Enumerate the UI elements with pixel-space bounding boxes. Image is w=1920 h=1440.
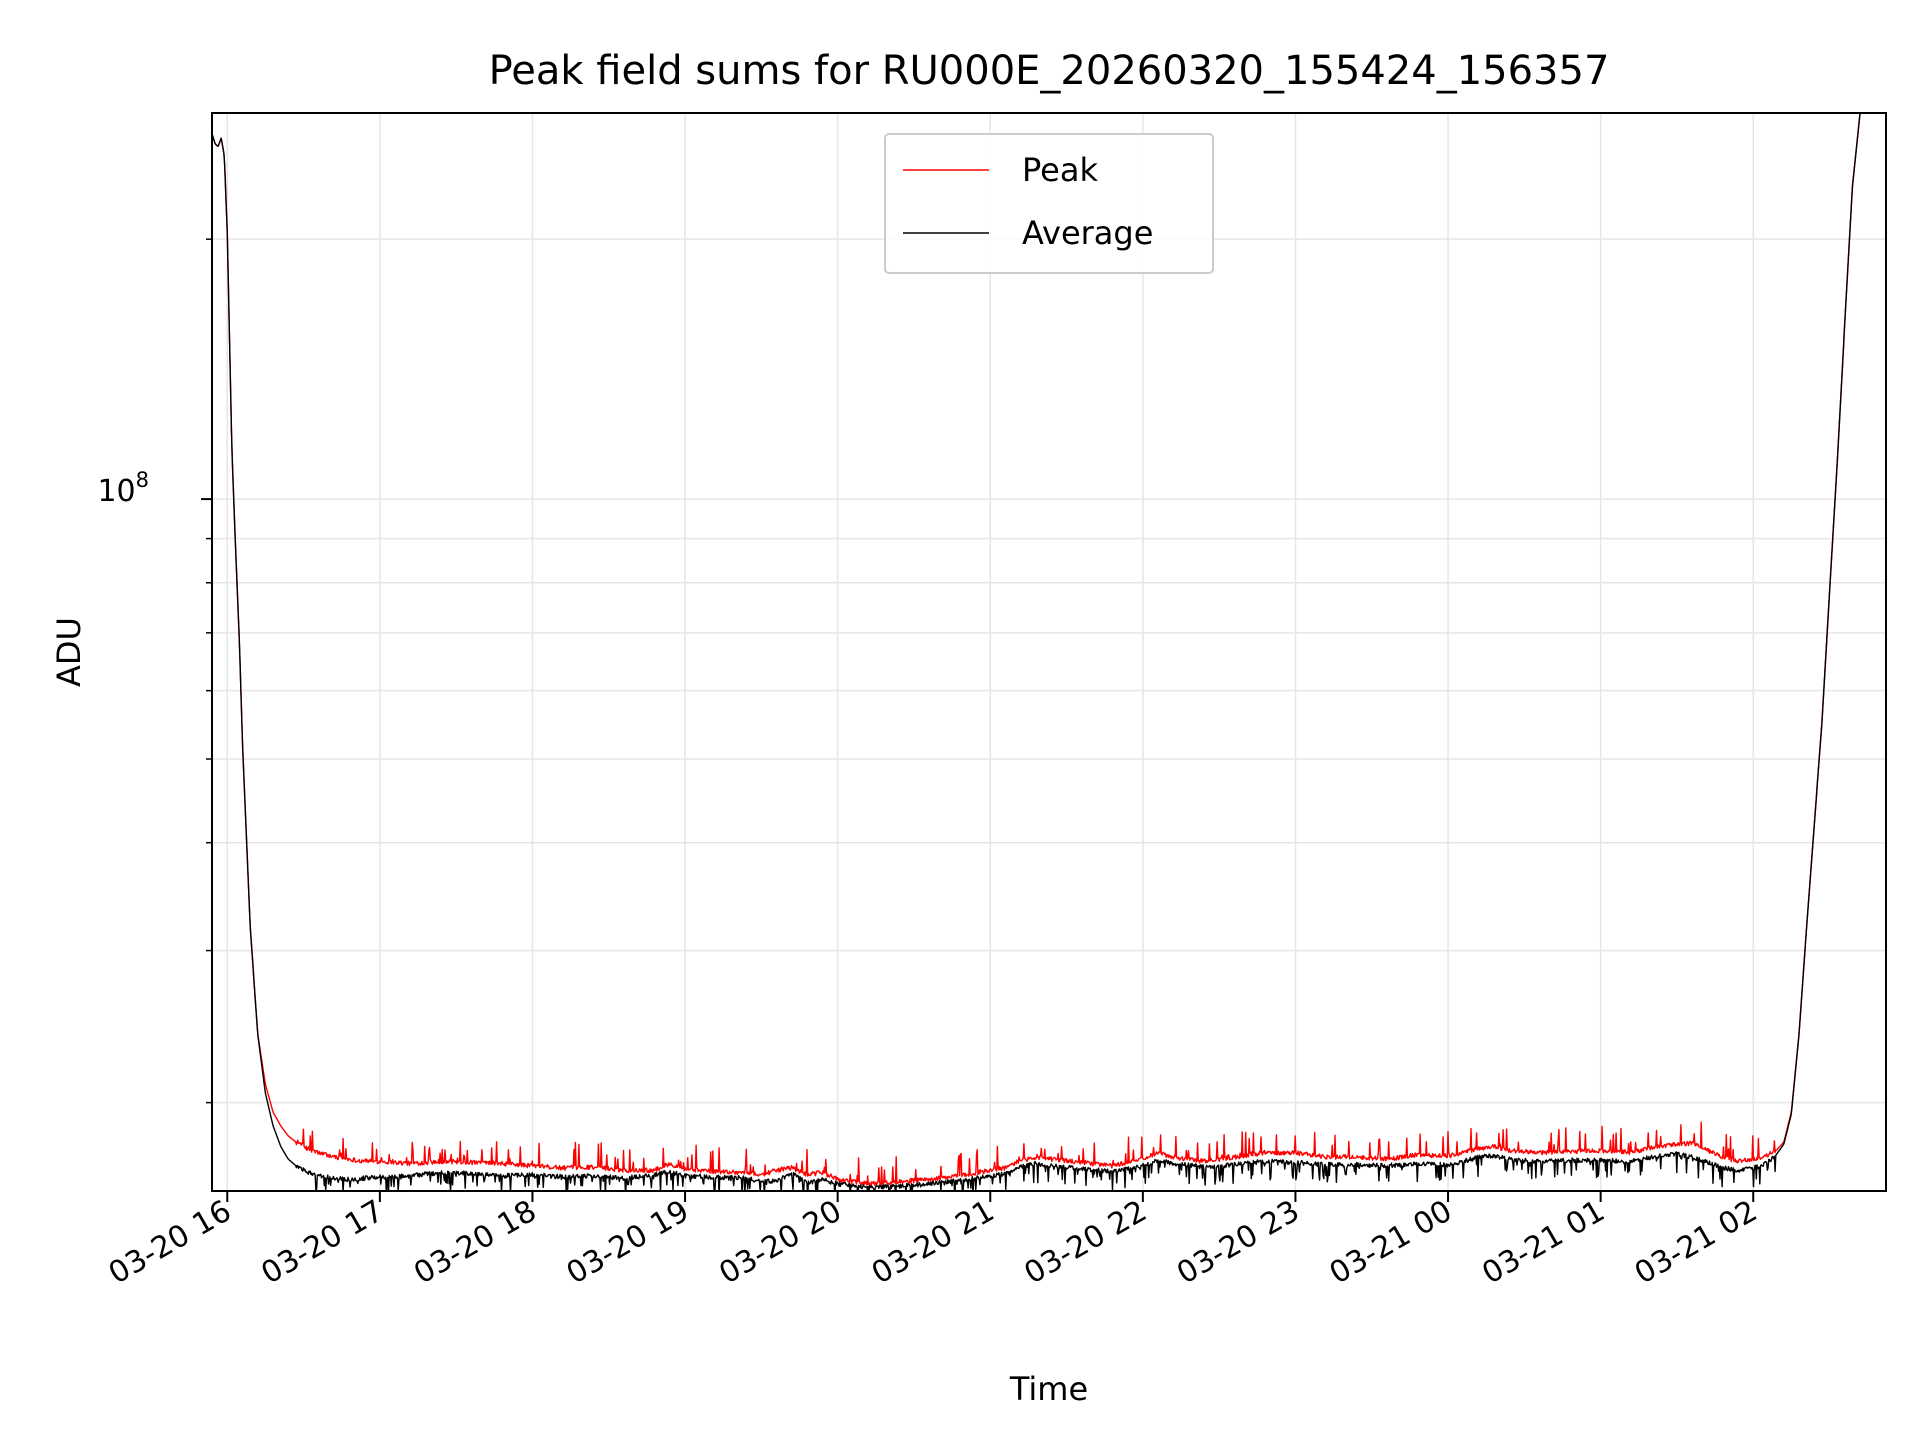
plot-frame: [211, 112, 1887, 1192]
grid: [212, 113, 1886, 1191]
y-axis-label: ADU: [50, 617, 88, 687]
series-line-peak: [212, 113, 1861, 1187]
chart-title: Peak field sums for RU000E_20260320_1554…: [489, 48, 1610, 94]
legend: Peak Average: [884, 133, 1214, 274]
y-tick-label-exponent: 8: [136, 468, 149, 492]
y-axis-ticks: [201, 238, 212, 1104]
legend-label-average: Average: [1022, 214, 1153, 252]
series-lines: [212, 113, 1861, 1191]
plot-area: [212, 113, 1886, 1191]
x-axis-label: Time: [1009, 1370, 1088, 1408]
y-tick-label-base: 10: [97, 474, 135, 509]
y-major-tick-label: 108: [97, 468, 149, 509]
series-line-average: [212, 113, 1861, 1191]
legend-frame: [884, 133, 1214, 274]
legend-label-peak: Peak: [1022, 151, 1098, 189]
